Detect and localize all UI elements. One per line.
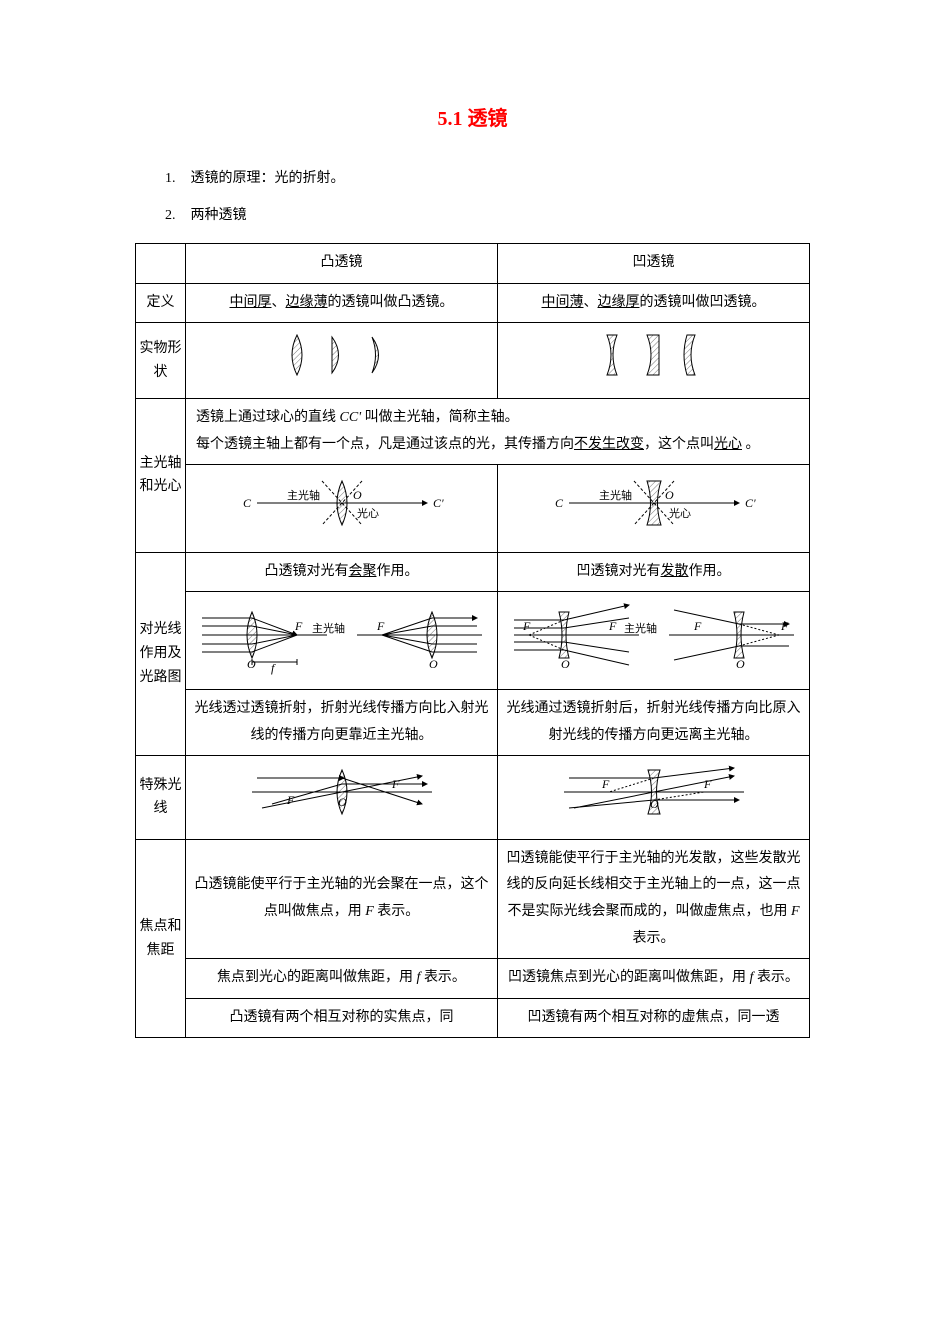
effect-concave-desc: 光线通过透镜折射后，折射光线传播方向比原入射光线的传播方向更远离主光轴。 xyxy=(498,689,810,755)
label-O: O xyxy=(665,488,674,502)
label-axis: 主光轴 xyxy=(599,488,632,502)
svg-text:F: F xyxy=(780,619,789,633)
convex-special-rays-icon: F F O xyxy=(242,764,442,820)
svg-text:O: O xyxy=(338,795,347,809)
label-C: C xyxy=(242,496,251,510)
title-text: 5.1 透镜 xyxy=(438,108,508,130)
axis-convex-diagram: C C' O 主光轴 光心 xyxy=(186,465,498,553)
row-axis-diagram: C C' O 主光轴 光心 C C' O 主光轴 光心 xyxy=(136,465,810,553)
svg-text:主光轴: 主光轴 xyxy=(624,621,657,635)
svg-text:F: F xyxy=(522,619,531,633)
label-axis: 主光轴 xyxy=(287,488,320,502)
row-axis-text: 主光轴和光心 透镜上通过球心的直线 CC' 叫做主光轴，简称主轴。 每个透镜主轴… xyxy=(136,398,810,464)
rowlabel-definition: 定义 xyxy=(136,283,186,323)
effect-concave-head: 凹透镜对光有发散作用。 xyxy=(498,552,810,592)
label-O: O xyxy=(353,488,362,502)
convex-lens-shapes-icon xyxy=(277,331,407,379)
effect-convex-desc: 光线透过透镜折射，折射光线传播方向比入射光线的传播方向更靠近主光轴。 xyxy=(186,689,498,755)
svg-text:主光轴: 主光轴 xyxy=(312,621,345,635)
blank-corner xyxy=(136,244,186,284)
rowlabel-shape: 实物形状 xyxy=(136,323,186,399)
svg-text:F: F xyxy=(703,777,712,791)
rowlabel-axis: 主光轴和光心 xyxy=(136,398,186,552)
row-effect-diagram: O F f 主光轴 xyxy=(136,592,810,690)
rowlabel-focal: 焦点和焦距 xyxy=(136,839,186,1038)
axis-merged-text: 透镜上通过球心的直线 CC' 叫做主光轴，简称主轴。 每个透镜主轴上都有一个点，… xyxy=(186,398,810,464)
focal-concave-2: 凹透镜焦点到光心的距离叫做焦距，用 f 表示。 xyxy=(498,959,810,999)
svg-text:O: O xyxy=(736,657,745,671)
convex-converge-icon: O F f 主光轴 xyxy=(197,600,487,670)
svg-text:O: O xyxy=(561,657,570,671)
rowlabel-effect: 对光线作用及光路图 xyxy=(136,552,186,755)
svg-text:f: f xyxy=(271,661,276,675)
svg-text:F: F xyxy=(376,619,385,633)
svg-text:O: O xyxy=(429,657,438,671)
row-special: 特殊光线 F F O xyxy=(136,756,810,840)
col-header-concave: 凹透镜 xyxy=(498,244,810,284)
table-header-row: 凸透镜 凹透镜 xyxy=(136,244,810,284)
svg-text:O: O xyxy=(650,797,659,811)
label-Cp: C' xyxy=(745,496,756,510)
row-focal-3: 凸透镜有两个相互对称的实焦点，同 凹透镜有两个相互对称的虚焦点，同一透 xyxy=(136,998,810,1038)
svg-text:F: F xyxy=(693,619,702,633)
svg-text:F: F xyxy=(601,777,610,791)
focal-concave-1: 凹透镜能使平行于主光轴的光发散，这些发散光线的反向延长线相交于主光轴上的一点，这… xyxy=(498,839,810,958)
effect-concave-diagram: F O F 主光轴 F O F xyxy=(498,592,810,690)
row-focal-2: 焦点到光心的距离叫做焦距，用 f 表示。 凹透镜焦点到光心的距离叫做焦距，用 f… xyxy=(136,959,810,999)
shape-concave-cell xyxy=(498,323,810,399)
def-concave-cell: 中间薄、边缘厚的透镜叫做凹透镜。 xyxy=(498,283,810,323)
concave-axis-icon: C C' O 主光轴 光心 xyxy=(539,473,769,533)
concave-diverge-icon: F O F 主光轴 F O F xyxy=(509,600,799,670)
label-C: C xyxy=(554,496,563,510)
row-effect-desc: 光线透过透镜折射，折射光线传播方向比入射光线的传播方向更靠近主光轴。 光线通过透… xyxy=(136,689,810,755)
def-convex-cell: 中间厚、边缘薄的透镜叫做凸透镜。 xyxy=(186,283,498,323)
effect-convex-head: 凸透镜对光有会聚作用。 xyxy=(186,552,498,592)
focal-concave-3: 凹透镜有两个相互对称的虚焦点，同一透 xyxy=(498,998,810,1038)
svg-text:F: F xyxy=(286,793,295,807)
shape-convex-cell xyxy=(186,323,498,399)
convex-axis-icon: C C' O 主光轴 光心 xyxy=(227,473,457,533)
row-focal-1: 焦点和焦距 凸透镜能使平行于主光轴的光会聚在一点，这个点叫做焦点，用 F 表示。… xyxy=(136,839,810,958)
row-shape: 实物形状 xyxy=(136,323,810,399)
concave-special-rays-icon: F F O xyxy=(554,764,754,820)
row-effect-head: 对光线作用及光路图 凸透镜对光有会聚作用。 凹透镜对光有发散作用。 xyxy=(136,552,810,592)
focal-convex-2: 焦点到光心的距离叫做焦距，用 f 表示。 xyxy=(186,959,498,999)
concave-lens-shapes-icon xyxy=(589,331,719,379)
label-center: 光心 xyxy=(357,506,379,520)
special-convex-diagram: F F O xyxy=(186,756,498,840)
label-Cp: C' xyxy=(433,496,444,510)
intro-item-2: 2. 两种透镜 xyxy=(157,203,810,230)
focal-convex-3: 凸透镜有两个相互对称的实焦点，同 xyxy=(186,998,498,1038)
doc-title: 5.1 透镜 xyxy=(135,100,810,138)
special-concave-diagram: F F O xyxy=(498,756,810,840)
col-header-convex: 凸透镜 xyxy=(186,244,498,284)
axis-concave-diagram: C C' O 主光轴 光心 xyxy=(498,465,810,553)
intro-item-1: 1. 透镜的原理：光的折射。 xyxy=(157,166,810,193)
label-center: 光心 xyxy=(669,506,691,520)
rowlabel-special: 特殊光线 xyxy=(136,756,186,840)
intro-list: 1. 透镜的原理：光的折射。 2. 两种透镜 xyxy=(157,166,810,229)
row-definition: 定义 中间厚、边缘薄的透镜叫做凸透镜。 中间薄、边缘厚的透镜叫做凹透镜。 xyxy=(136,283,810,323)
svg-text:F: F xyxy=(608,619,617,633)
svg-text:F: F xyxy=(391,777,400,791)
svg-text:F: F xyxy=(294,619,303,633)
effect-convex-diagram: O F f 主光轴 xyxy=(186,592,498,690)
focal-convex-1: 凸透镜能使平行于主光轴的光会聚在一点，这个点叫做焦点，用 F 表示。 xyxy=(186,839,498,958)
lens-comparison-table: 凸透镜 凹透镜 定义 中间厚、边缘薄的透镜叫做凸透镜。 中间薄、边缘厚的透镜叫做… xyxy=(135,243,810,1038)
